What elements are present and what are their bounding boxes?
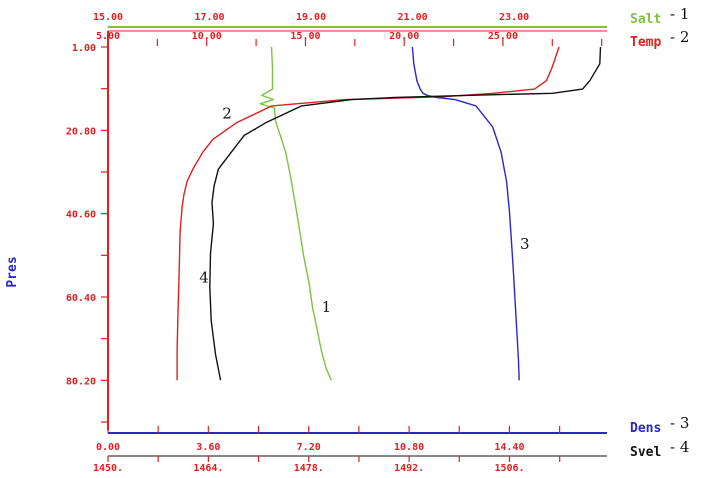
series-lines: [176, 46, 602, 381]
pres-tick-label: 80.20: [66, 376, 96, 387]
svel-tick-label: 1506.: [494, 463, 524, 474]
svel-tick-label: 1464.: [193, 463, 223, 474]
legend-label-svel: Svel: [630, 445, 661, 460]
series-dens-line: [411, 46, 520, 381]
legend-number-dens: - 3: [670, 414, 689, 432]
temp-tick-label: 10.00: [192, 31, 222, 42]
svel-tick-label: 1492.: [394, 463, 424, 474]
axis-tick-labels: 15.00 17.00 19.00 21.00 23.005.00 10.00 15.00 2…: [66, 12, 529, 474]
legend-label-dens: Dens: [630, 421, 661, 436]
legend: Salt - 1 Temp - 2 Dens - 3 Svel - 4: [630, 5, 689, 460]
pres-tick-label: 20.80: [66, 126, 96, 137]
series-svel-line: [209, 46, 602, 381]
salt-tick-label: 19.00: [296, 12, 326, 23]
pres-tick-label: 40.60: [66, 210, 96, 221]
dens-tick-label: 7.20: [297, 442, 321, 453]
temp-tick-label: 5.00: [96, 31, 120, 42]
svel-tick-label: 1450.: [93, 463, 123, 474]
salt-tick-label: 17.00: [194, 12, 224, 23]
legend-number-temp: - 2: [670, 28, 689, 46]
legend-number-salt: - 1: [670, 5, 689, 23]
dens-tick-label: 3.60: [196, 442, 220, 453]
dens-tick-label: 14.40: [494, 442, 524, 453]
dens-tick-label: 0.00: [96, 442, 120, 453]
legend-number-svel: - 4: [670, 438, 689, 456]
temp-tick-label: 15.00: [290, 31, 320, 42]
salt-tick-label: 21.00: [398, 12, 428, 23]
y-axis-label: Pres: [5, 256, 20, 287]
pres-tick-label: 1.00: [72, 43, 96, 54]
series-salt-annotation: 1: [322, 298, 332, 316]
svel-tick-label: 1478.: [294, 463, 324, 474]
pres-tick-label: 60.40: [66, 293, 96, 304]
salt-tick-label: 23.00: [499, 12, 529, 23]
axis-ticks: [101, 39, 603, 462]
dens-tick-label: 10.80: [394, 442, 424, 453]
legend-label-temp: Temp: [630, 35, 661, 50]
legend-label-salt: Salt: [630, 12, 661, 27]
series-temp-annotation: 2: [222, 105, 232, 123]
temp-tick-label: 25.00: [488, 31, 518, 42]
salt-tick-label: 15.00: [93, 12, 123, 23]
series-dens-annotation: 3: [520, 235, 530, 253]
series-salt-line: [259, 46, 333, 381]
series-temp-line: [176, 46, 560, 381]
axis-frame: [107, 26, 607, 457]
temp-tick-label: 20.00: [389, 31, 419, 42]
series-svel-annotation: 4: [199, 269, 209, 287]
curve-annotations: 1 2 3 4: [199, 105, 529, 317]
